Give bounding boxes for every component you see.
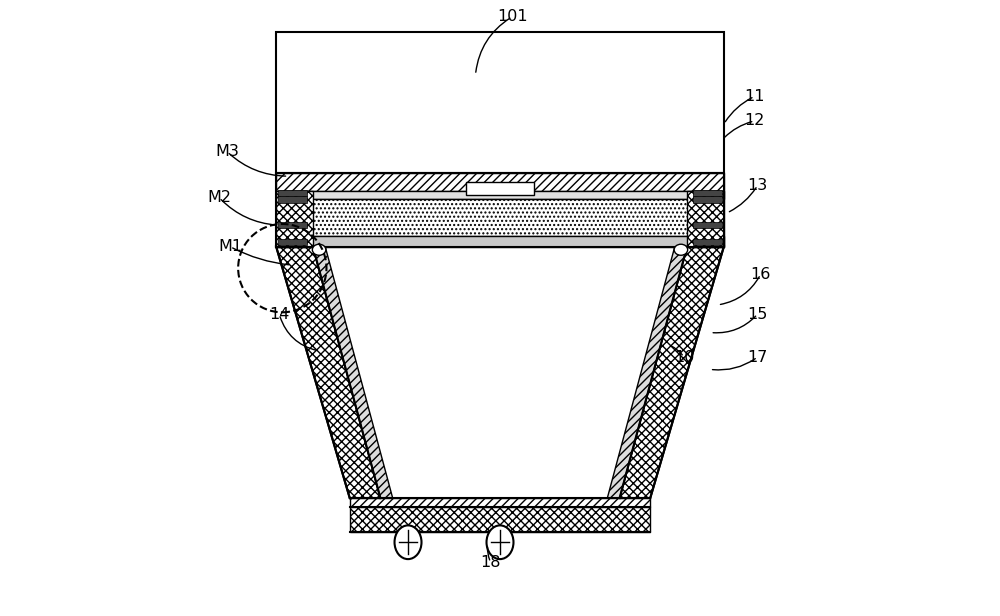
Text: M2: M2 [207,190,231,205]
Bar [693,222,722,229]
Text: 11: 11 [744,89,765,104]
Text: M3: M3 [215,144,239,159]
Text: 101: 101 [497,9,528,24]
Bar [350,508,650,532]
Bar [278,197,307,203]
Text: M1: M1 [218,239,242,254]
Polygon shape [313,246,393,498]
Polygon shape [620,246,724,498]
Bar [278,190,307,196]
Ellipse shape [487,525,513,559]
Bar [693,197,722,203]
Bar [693,190,722,196]
Bar [350,498,650,508]
Text: 15: 15 [747,307,768,322]
Bar [276,192,313,246]
Text: 14: 14 [269,307,289,322]
Ellipse shape [395,525,422,559]
Polygon shape [607,246,687,498]
Bar [693,240,722,245]
Bar [687,192,724,246]
Polygon shape [276,246,380,498]
Bar [276,236,724,246]
Bar [278,240,307,245]
Bar [276,173,724,192]
Text: 10: 10 [674,349,694,365]
Text: 18: 18 [481,555,501,570]
Ellipse shape [674,244,688,255]
Bar [278,222,307,229]
Bar [466,182,534,195]
Text: 17: 17 [747,349,768,365]
Bar [276,192,724,199]
Bar [276,32,724,173]
Ellipse shape [312,244,326,255]
Text: 16: 16 [750,267,771,282]
Bar [276,173,724,246]
Text: 13: 13 [747,178,768,193]
Text: 12: 12 [744,113,765,129]
Bar [310,199,690,236]
